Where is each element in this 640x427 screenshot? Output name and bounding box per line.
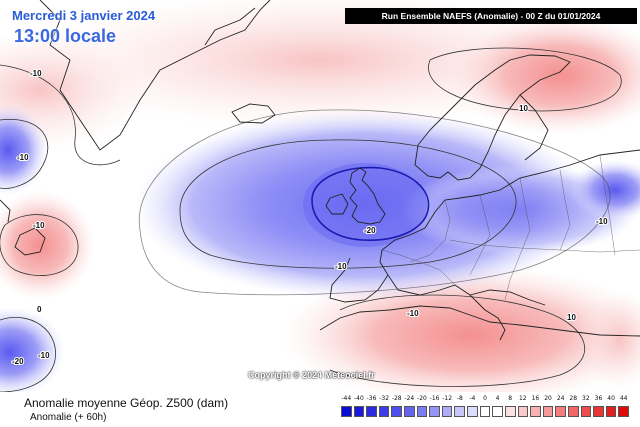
legend-tick-label: 4	[495, 395, 500, 402]
legend-swatch	[479, 406, 491, 417]
legend-swatch	[517, 406, 529, 417]
contour-label: -20	[364, 226, 376, 235]
country-borders	[381, 154, 640, 301]
legend-swatch	[467, 406, 478, 417]
contour-label: -10	[33, 221, 45, 230]
legend-tick-label: -36	[366, 395, 377, 402]
legend-swatch	[580, 406, 592, 417]
anomaly-shading	[0, 0, 640, 392]
contour-label: 10	[567, 313, 576, 322]
legend-tick-label: -8	[456, 395, 463, 402]
map-title: Anomalie moyenne Géop. Z500 (dam)	[24, 396, 229, 410]
legend-tick-label: -28	[391, 395, 402, 402]
legend-swatch	[378, 406, 390, 417]
contour-label: -10	[596, 217, 608, 226]
legend-tick-label: 36	[594, 395, 603, 402]
legend-tick-label: -24	[404, 395, 415, 402]
legend-tick-label: -4	[469, 395, 476, 402]
contour-label: -10	[30, 69, 42, 78]
legend-tick-label: 0	[483, 395, 487, 402]
legend-swatch	[353, 406, 365, 417]
legend-swatch	[416, 406, 428, 417]
legend-swatch	[618, 406, 629, 417]
contour-label: -10	[407, 309, 419, 318]
contour-label: 0	[37, 305, 42, 314]
legend-tick-label: 44	[619, 395, 628, 402]
legend-swatch	[605, 406, 617, 417]
legend-swatch	[404, 406, 415, 417]
legend-swatch	[391, 406, 403, 417]
legend-tick-label: 32	[582, 395, 590, 402]
legend-swatch	[555, 406, 566, 417]
forecast-date: Mercredi 3 janvier 2024	[12, 8, 156, 23]
legend-swatch	[504, 406, 516, 417]
legend-tick-label: 20	[544, 395, 552, 402]
contour-lines	[0, 47, 622, 392]
legend-tick-label: 12	[518, 395, 527, 402]
contour-label: -10	[17, 153, 29, 162]
legend-tick-label: -20	[417, 395, 427, 402]
legend-tick-label: 28	[569, 395, 578, 402]
legend-tick-label: -40	[354, 395, 364, 402]
legend-tick-label: -32	[379, 395, 390, 402]
local-time: 13:00 locale	[14, 26, 117, 46]
copyright-text: Copyright © 2024 Meteociel.fr	[248, 370, 375, 380]
contour-label: -10	[38, 351, 50, 360]
legend-swatch	[593, 406, 604, 417]
contour-label: 10	[519, 104, 528, 113]
legend-tick-label: 16	[531, 395, 540, 402]
coastlines	[0, 0, 640, 341]
contour-labels: -10 -10 -10 -10 -20 -10 -10 -10 -20 0 10…	[11, 68, 609, 367]
legend-tick-label: -44	[341, 395, 352, 402]
map-svg: -10 -10 -10 -10 -20 -10 -10 -10 -20 0 10…	[0, 0, 640, 392]
anomaly-map: -10 -10 -10 -10 -20 -10 -10 -10 -20 0 10…	[0, 0, 640, 392]
legend-tick-label: 24	[556, 395, 565, 402]
legend-swatch	[567, 406, 579, 417]
contour-minus20	[311, 166, 430, 241]
legend-tick-label: -16	[429, 395, 440, 402]
legend-swatch	[429, 406, 440, 417]
legend-swatch	[341, 406, 352, 417]
legend-swatch	[542, 406, 554, 417]
map-subtitle: Anomalie (+ 60h)	[30, 412, 107, 423]
legend-swatch	[366, 406, 377, 417]
legend-swatch	[492, 406, 503, 417]
contour-label: -10	[335, 262, 347, 271]
color-legend: -44 -40 -36 -32 -28 -24 -20 -16 -12 -8 -4 0 4 8 12 16 20…	[340, 395, 630, 423]
legend-tick-label: 8	[508, 395, 513, 402]
legend-tick-label: -12	[442, 395, 453, 402]
legend-swatch	[454, 406, 466, 417]
run-info-banner: Run Ensemble NAEFS (Anomalie) - 00 Z du …	[345, 8, 637, 24]
legend-tick-label: 40	[607, 395, 615, 402]
legend-swatch	[530, 406, 541, 417]
contour-label: -20	[12, 357, 24, 366]
legend-swatch	[441, 406, 453, 417]
